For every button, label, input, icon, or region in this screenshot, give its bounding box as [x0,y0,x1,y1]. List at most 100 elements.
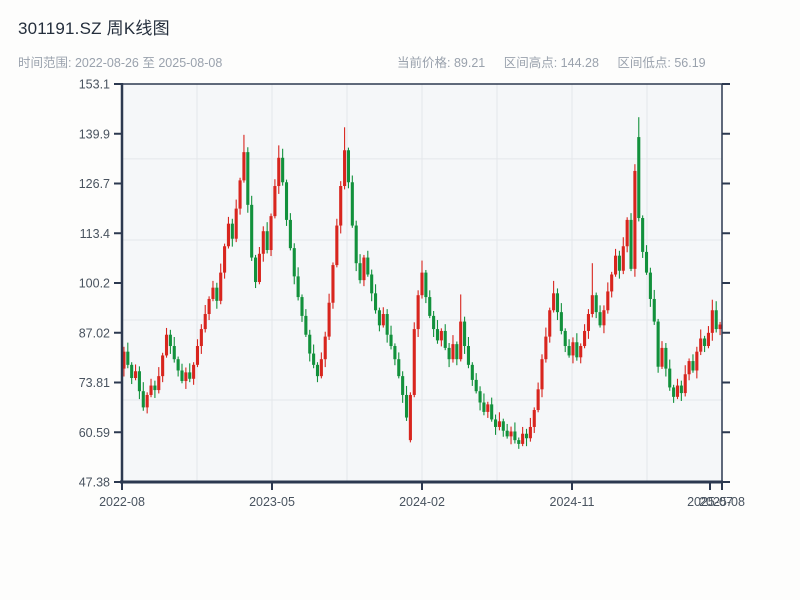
candle-body [370,274,374,294]
candle-body [590,295,594,315]
candle-body [490,404,494,420]
candle-body [583,330,587,347]
x-tick-label: 2024-02 [399,495,445,509]
y-tick-label: 153.1 [79,78,110,92]
y-tick-label: 113.4 [80,227,110,241]
candle-body [161,355,165,377]
candle-body [521,433,525,444]
candle-body [269,216,273,251]
y-tick-label: 87.02 [79,326,110,340]
candle-body [350,182,354,226]
candle-body [540,359,544,390]
y-tick-label: 60.59 [79,426,110,440]
candle-body [327,302,331,337]
candle-body [675,385,680,397]
candle-body [346,150,351,183]
candle-body [153,385,157,391]
candle-body [358,263,362,281]
candle-body [230,223,234,239]
candle-body [672,387,676,397]
candle-body [389,334,393,347]
candle-body [478,391,482,403]
candle-body [501,421,505,431]
candle-body [633,170,637,269]
candle-body [459,321,463,360]
candle-body [284,182,289,220]
candle-body [381,314,385,326]
candle-body [288,219,292,249]
candle-body [130,364,134,379]
candle-body [373,293,378,311]
page-title: 301191.SZ 周K线图 [18,19,170,38]
candle-body [331,265,335,303]
candle-body [443,330,447,348]
candle-body [211,287,215,299]
candle-body [133,371,138,379]
candle-body [420,272,424,296]
y-tick-label: 139.9 [79,127,110,141]
date-range-label: 时间范围: 2022-08-26 至 2025-08-08 [18,56,223,70]
y-tick-label: 126.7 [79,177,110,191]
candle-body [242,152,246,181]
candle-body [335,225,339,266]
candle-body [455,344,459,360]
candle-body [308,334,312,354]
candle-body [552,293,556,311]
candle-body [714,310,718,330]
candle-body [606,291,610,311]
candle-body [428,297,432,316]
candle-body [199,329,203,347]
x-tick-label: 2025-08 [699,495,745,509]
candle-body [447,347,451,360]
candle-body [234,208,238,239]
stats-bar: 当前价格: 89.21 区间高点: 144.28 区间低点: 56.19 [397,52,721,71]
candle-body [668,368,672,388]
stat-range-high: 区间高点: 144.28 [503,56,599,70]
candle-body [695,351,699,371]
candle-body [555,293,560,313]
candle-body [524,433,529,439]
candle-body [691,361,695,371]
candle-body [253,257,258,283]
candle-body [265,231,269,251]
candle-body [184,372,188,382]
candle-body [679,385,683,394]
candle-body [145,394,149,408]
candle-body [300,297,304,316]
candle-body [157,376,161,391]
candle-body [548,310,552,337]
candle-body [710,310,714,333]
candle-body [397,359,401,377]
candle-body [412,329,416,395]
candle-body [312,353,316,365]
candle-body [470,364,474,380]
candle-body [594,295,598,313]
candle-body [703,338,707,347]
candle-body [215,287,219,301]
candle-body [393,346,397,360]
candle-body [149,385,153,395]
candle-body [250,204,254,258]
candle-body [126,351,130,365]
candle-body [408,394,412,441]
candle-body [424,272,428,298]
candle-body [246,152,250,205]
x-tick-label: 2024-11 [550,495,595,509]
candle-body [432,315,436,330]
candle-body [319,359,323,377]
candle-body [664,347,668,369]
candle-body [532,410,536,427]
x-tick-label: 2025-07 [687,495,733,509]
candle-body [613,255,618,275]
candle-body [486,404,490,412]
candle-body [451,344,455,360]
candle-body [629,219,633,269]
candle-body [528,426,532,439]
candle-body [563,330,567,347]
candle-body [610,274,614,292]
candle-body [180,370,184,382]
y-tick-label: 47.38 [79,476,110,490]
candle-body [261,231,265,254]
candle-body [343,150,347,187]
